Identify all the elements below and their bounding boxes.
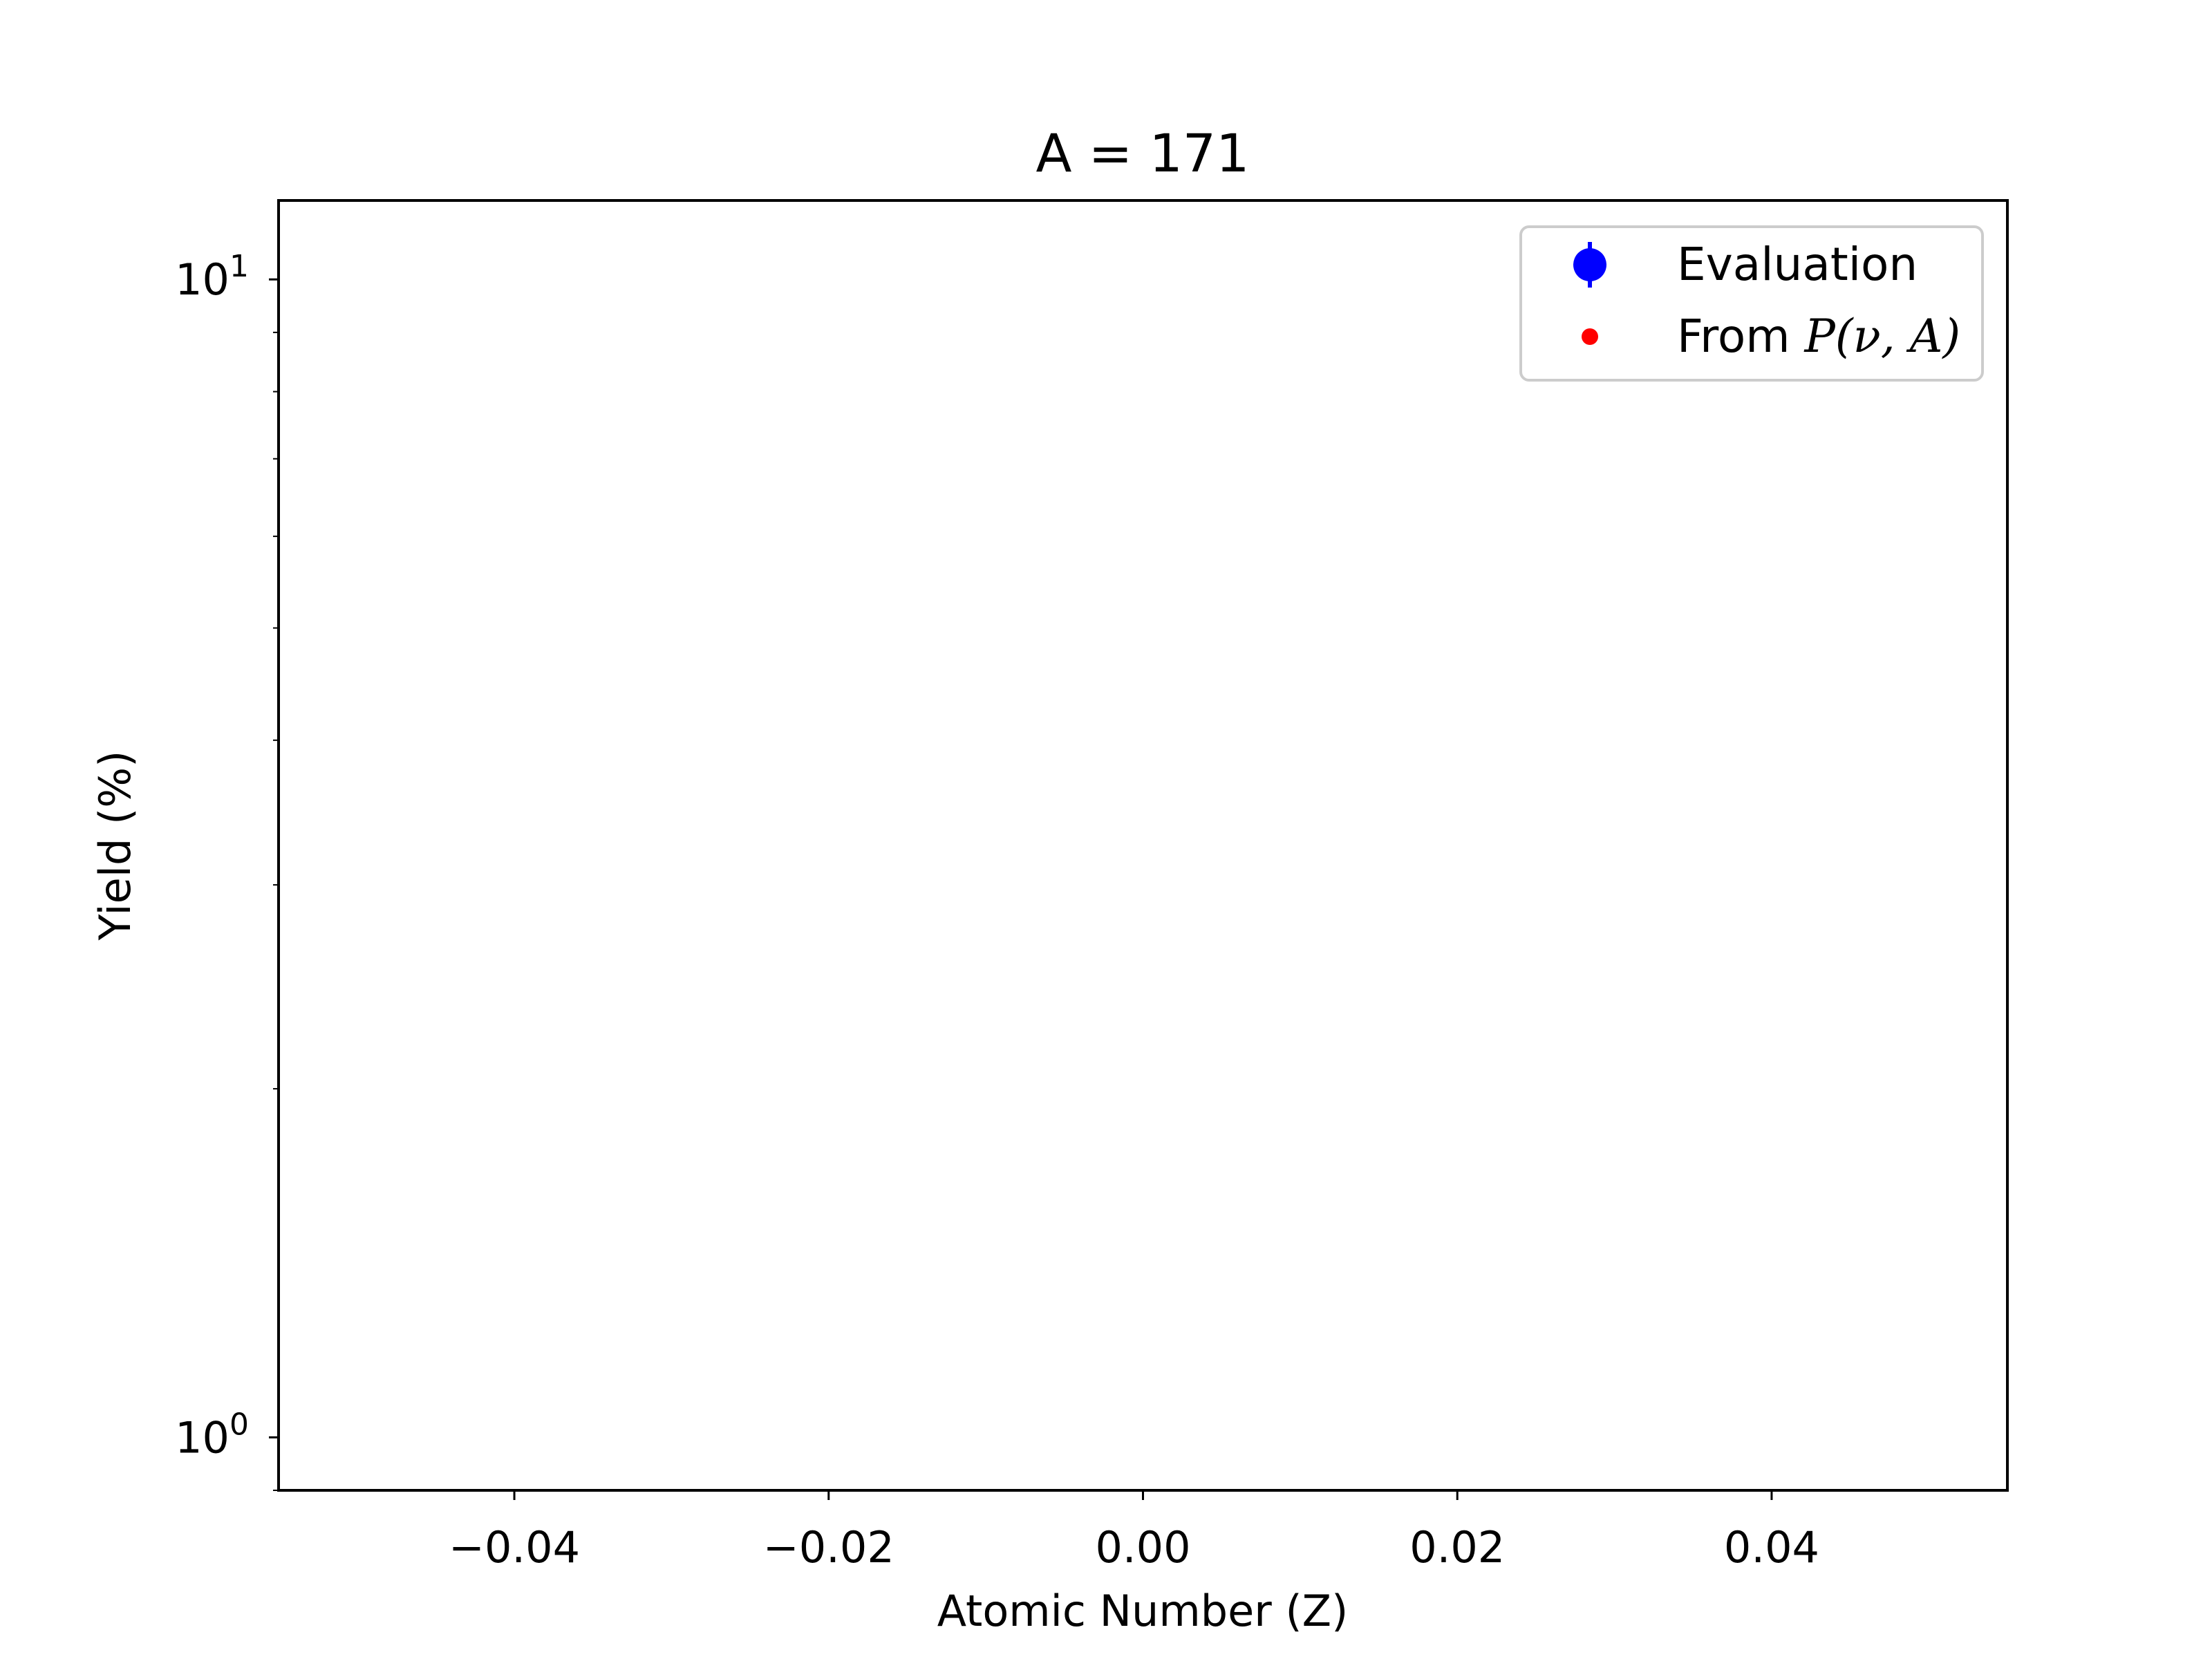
y-axis-label: Yield (%) [90,751,140,941]
legend-from-math: P(ν, A) [1804,310,1961,363]
x-tick-label-1: −0.02 [763,1522,894,1573]
y-axis-ticks: 100 101 [175,249,279,1491]
legend-from-prefix: From [1677,310,1805,363]
legend-from-marker [1582,328,1598,345]
plot-area [277,199,2009,1492]
legend-box [1519,225,1984,382]
legend-evaluation-label: Evaluation [1677,238,1918,291]
x-tick-label-0: −0.04 [449,1522,580,1573]
legend-evaluation-marker [1573,242,1606,288]
legend: Evaluation From P(ν, A) [1519,225,1984,382]
y-tick-label-0: 100 [175,1407,249,1463]
chart-title: A = 171 [1035,122,1249,184]
x-tick-label-4: 0.04 [1724,1522,1819,1573]
y-tick-label-1: 101 [175,249,249,305]
x-axis-label: Atomic Number (Z) [937,1586,1349,1636]
x-tick-label-2: 0.00 [1095,1522,1190,1573]
x-axis-ticks: −0.04 −0.02 0.00 0.02 0.04 [449,1490,1819,1573]
legend-from-label: From P(ν, A) [1677,310,1960,363]
x-tick-label-3: 0.02 [1409,1522,1505,1573]
